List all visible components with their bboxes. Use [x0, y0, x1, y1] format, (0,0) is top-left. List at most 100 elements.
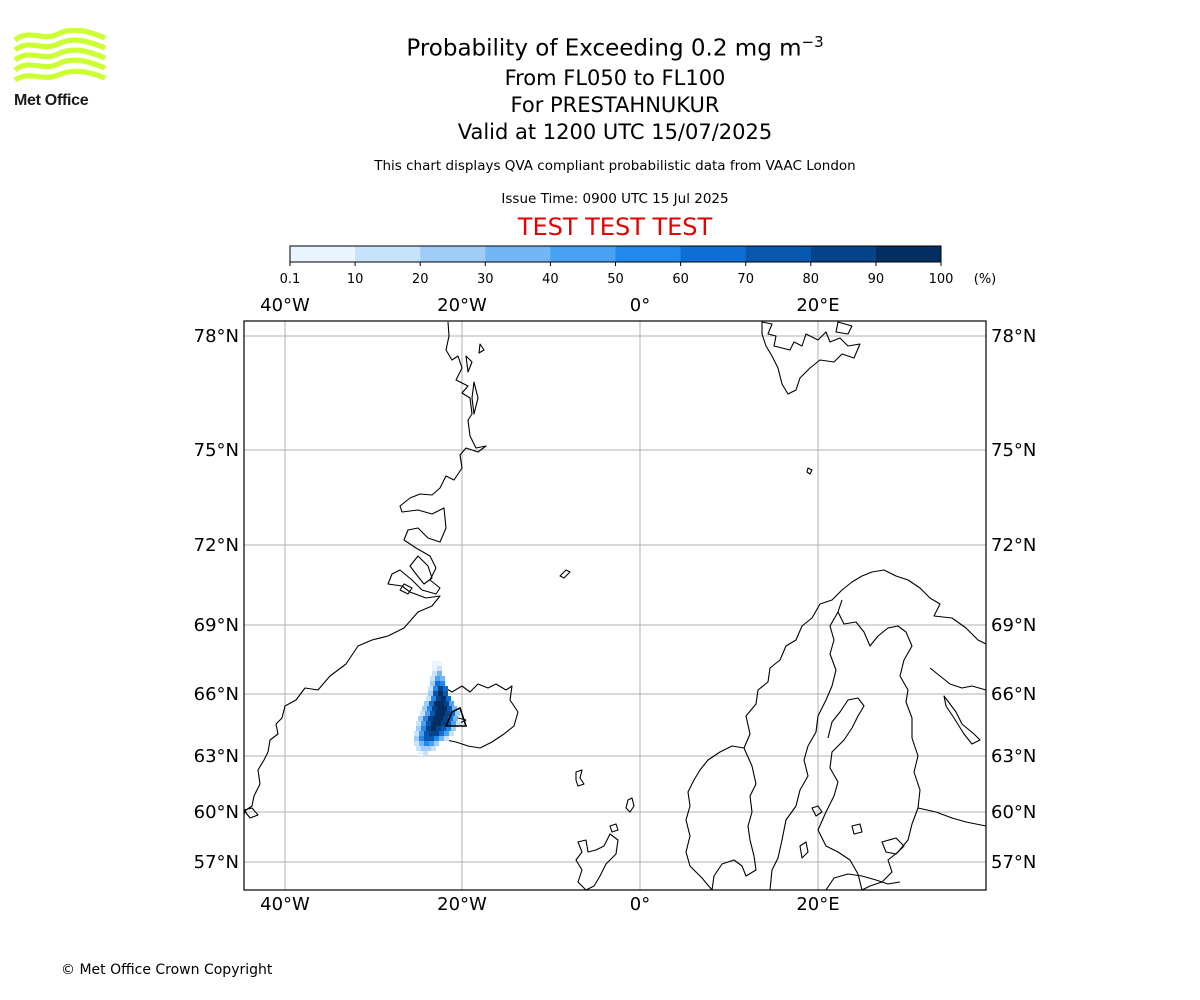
plume-cell — [449, 701, 454, 706]
plume-cell — [437, 671, 442, 676]
greenland-island-1 — [399, 583, 413, 595]
plume-cell — [449, 731, 454, 736]
chart-subtitle: This chart displays QVA compliant probab… — [374, 158, 856, 174]
colorbar-segment — [420, 246, 486, 262]
plume-cell — [438, 716, 443, 721]
svalbard-nordaustlandet — [835, 321, 853, 335]
lon-label-bottom: 20°W — [437, 894, 487, 915]
lat-label-left: 69°N — [194, 615, 239, 636]
colorbar-segment — [485, 246, 551, 262]
norway-coast — [711, 569, 987, 891]
issue-time: Issue Time: 0900 UTC 15 Jul 2025 — [501, 191, 729, 207]
plume-cell — [443, 686, 448, 691]
plume-cell — [426, 696, 431, 701]
copyright: © Met Office Crown Copyright — [61, 962, 273, 978]
plume-cell — [428, 686, 433, 691]
plume-cell — [440, 676, 445, 681]
plume-cell — [424, 731, 429, 736]
plume-cell — [416, 726, 421, 731]
plume-cell — [437, 666, 442, 671]
colorbar-tick-label: 70 — [737, 272, 754, 287]
title-line-3: For PRESTAHNUKUR — [510, 92, 720, 117]
plume-cell — [435, 711, 440, 716]
greenland-island-2 — [471, 381, 479, 415]
map-panel — [243, 320, 987, 891]
plume-cell — [448, 716, 453, 721]
lat-label-left: 72°N — [194, 535, 239, 556]
finland-coast — [837, 611, 921, 891]
lon-label-bottom: 40°W — [260, 894, 310, 915]
plume-cell — [414, 741, 419, 746]
lon-label-top: 20°W — [437, 295, 487, 316]
plume-cell — [429, 741, 434, 746]
lat-label-right: 57°N — [991, 852, 1036, 873]
plume-cell — [430, 711, 435, 716]
lat-label-left: 63°N — [194, 746, 239, 767]
lon-label-bottom: 20°E — [796, 894, 839, 915]
shetland — [625, 797, 635, 813]
colorbar-segment — [615, 246, 682, 262]
colorbar-tick-label: 100 — [929, 272, 954, 287]
baltic-states — [825, 873, 901, 891]
plume-cell — [439, 736, 444, 741]
plume-cell — [441, 696, 446, 701]
colorbar-tick-label: 40 — [542, 272, 559, 287]
lat-label-left: 75°N — [194, 440, 239, 461]
colorbar-segment — [355, 246, 421, 262]
faroe-islands — [575, 769, 585, 787]
lat-label-right: 60°N — [991, 802, 1036, 823]
plume-cell — [430, 681, 435, 686]
lon-label-top: 40°W — [260, 295, 310, 316]
plume-cell — [426, 721, 431, 726]
plume-cell — [434, 731, 439, 736]
plume-cell — [432, 671, 437, 676]
finland-east — [917, 807, 987, 827]
plume-cell — [444, 731, 449, 736]
plume-cell — [439, 701, 444, 706]
plume-cell — [431, 696, 436, 701]
plume-cell — [414, 736, 419, 741]
gulf-of-bothnia — [817, 697, 865, 891]
plume-cell — [418, 751, 423, 756]
plume-cell — [429, 731, 434, 736]
orkney — [609, 823, 619, 833]
plume-cell — [429, 701, 434, 706]
plume-cell — [453, 716, 458, 721]
plume-cell — [414, 731, 419, 736]
plume-cell — [445, 711, 450, 716]
plume-cell — [452, 706, 457, 711]
plume-cell — [435, 681, 440, 686]
plume-cell — [423, 751, 428, 756]
met-office-logo — [13, 28, 106, 83]
plume-cell — [416, 746, 421, 751]
plume-cell — [444, 736, 449, 741]
colorbar-tick-label: 0.1 — [280, 272, 301, 287]
norway-south — [685, 745, 745, 891]
plume-cell — [437, 661, 442, 666]
plume-cell — [443, 691, 448, 696]
plume-cell — [438, 686, 443, 691]
plume-cell — [446, 696, 451, 701]
plume-cell — [428, 691, 433, 696]
plume-cell — [424, 736, 429, 741]
colorbar-tick-label: 50 — [607, 272, 624, 287]
colorbar: 0.1 10 20 30 40 50 60 70 80 90 100 — [280, 245, 954, 287]
plume-cell — [434, 701, 439, 706]
plume-cell — [443, 716, 448, 721]
greenland-coast — [243, 321, 487, 815]
plume-cell — [429, 736, 434, 741]
colorbar-segment — [810, 246, 877, 262]
greenland-island-3 — [465, 355, 473, 373]
colorbar-tick-label: 60 — [672, 272, 689, 287]
colorbar-tick-label: 30 — [477, 272, 494, 287]
plume-cell — [425, 711, 430, 716]
gridlines — [244, 321, 986, 890]
white-sea — [943, 695, 981, 745]
lat-label-right: 69°N — [991, 615, 1036, 636]
plume-cell — [438, 691, 443, 696]
sweden-border — [769, 599, 843, 891]
plume-cell — [421, 726, 426, 731]
kola-peninsula — [929, 667, 987, 691]
colorbar-tick-label: 10 — [347, 272, 364, 287]
plume-cell — [428, 716, 433, 721]
